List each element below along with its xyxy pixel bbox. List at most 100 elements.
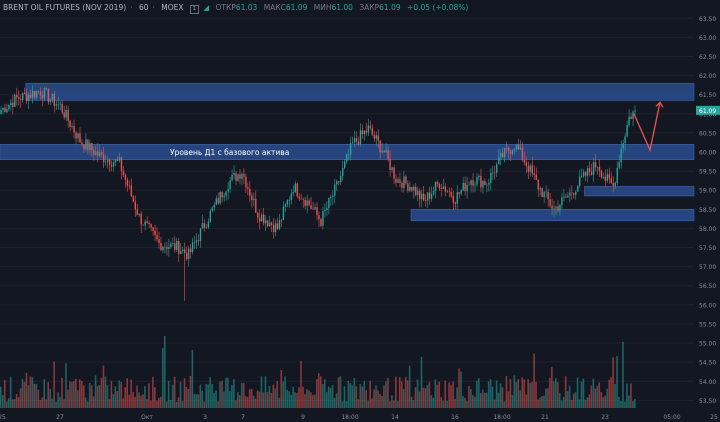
- candle-body: [553, 208, 555, 210]
- exchange-label: MOEX: [161, 3, 184, 12]
- candle-body: [65, 109, 67, 118]
- volume-bar: [7, 398, 10, 408]
- candle-body: [361, 130, 364, 135]
- candle-body: [513, 149, 516, 151]
- volume-bar: [343, 386, 346, 408]
- volume-bar: [37, 389, 40, 408]
- candle-body: [306, 200, 308, 206]
- candle-body: [33, 91, 36, 98]
- candle-body: [460, 189, 462, 194]
- candle-body: [166, 246, 168, 250]
- time-tick-label: 16: [451, 414, 459, 421]
- candle-body: [509, 151, 512, 154]
- volume-bar: [624, 401, 626, 408]
- volume-bar: [298, 387, 300, 408]
- volume-bar: [511, 394, 514, 408]
- candle-body: [330, 196, 332, 199]
- volume-bar: [420, 357, 423, 408]
- volume-bar: [381, 396, 383, 408]
- candle-body: [415, 186, 417, 196]
- price-tick-label: 56.50: [699, 283, 716, 290]
- volume-bar: [436, 384, 439, 408]
- candle-body: [452, 196, 454, 203]
- volume-bar: [242, 383, 245, 408]
- time-axis[interactable]: 25 27 Окт 3 7 9 18:00 14 16 18:00 21 23 05:00 25: [0, 414, 718, 421]
- candle-body: [77, 133, 79, 139]
- volume-bar: [282, 381, 285, 408]
- candle-body: [575, 191, 577, 195]
- candle-body: [379, 140, 381, 153]
- volume-bar: [523, 379, 525, 408]
- candle-body: [341, 167, 344, 176]
- candle-body: [480, 175, 482, 188]
- candle-body: [286, 200, 289, 205]
- volume-bar: [148, 383, 150, 408]
- candle-body: [106, 159, 109, 162]
- forecast-arrow: [633, 101, 664, 153]
- volume-bar: [39, 400, 42, 408]
- candle-body: [614, 182, 616, 186]
- candle-body: [579, 176, 581, 187]
- volume-bar: [159, 397, 162, 408]
- volume-bar: [195, 394, 198, 408]
- volume-bar: [27, 385, 30, 408]
- volume-bar: [13, 398, 16, 408]
- volume-bar: [515, 382, 518, 408]
- symbol-name[interactable]: BRENT OIL FUTURES (NOV 2019): [3, 3, 127, 12]
- time-tick-label: 23: [601, 414, 609, 421]
- price-axis[interactable]: 63.5063.0062.5062.0061.5061.0060.5060.00…: [696, 16, 720, 405]
- candle-body: [537, 179, 539, 190]
- volume-bar: [347, 380, 350, 408]
- candle-body: [632, 111, 634, 120]
- volume-bar: [175, 401, 178, 408]
- candle-body: [211, 207, 214, 211]
- candle-body: [492, 172, 494, 174]
- volume-bar: [79, 379, 81, 408]
- level-annotation[interactable]: Уровень Д1 с базового актива: [170, 148, 289, 157]
- volume-bar: [11, 399, 14, 408]
- volume-bar: [493, 399, 496, 408]
- volume-bar: [262, 392, 265, 408]
- candle-body: [498, 157, 500, 165]
- volume-bar: [349, 383, 352, 408]
- volume-bar: [442, 400, 445, 408]
- candle-body: [393, 167, 395, 179]
- price-tick-label: 56.00: [699, 302, 716, 309]
- volume-bar: [590, 385, 593, 408]
- volume-bar: [608, 379, 610, 408]
- volume-bar: [235, 400, 237, 408]
- candle-body: [253, 198, 255, 201]
- arrow-path: [633, 102, 661, 153]
- candle-body: [61, 103, 63, 113]
- close-label: ЗАКР: [359, 3, 380, 12]
- volume-bar: [440, 397, 443, 408]
- volume-bar: [361, 386, 364, 408]
- volume-bar: [158, 398, 160, 408]
- candle-body: [158, 239, 160, 243]
- candle-body: [527, 165, 530, 172]
- volume-bar: [446, 400, 448, 408]
- candle-body: [517, 144, 520, 150]
- volume-bar: [191, 350, 194, 408]
- interval-label[interactable]: 60: [138, 3, 149, 12]
- volume-bar: [233, 379, 235, 408]
- volume-bar: [177, 397, 180, 408]
- time-tick-label: 7: [241, 414, 245, 421]
- volume-bar: [163, 336, 166, 408]
- volume-bar: [410, 396, 413, 408]
- candle-body: [207, 221, 210, 228]
- candle-body: [549, 199, 551, 206]
- volume-bar: [487, 381, 490, 408]
- candle-body: [563, 196, 565, 198]
- current-price-label: 61.09: [699, 108, 716, 115]
- candle-body: [545, 191, 547, 193]
- volume-bar: [479, 393, 482, 408]
- volume-bar: [398, 377, 401, 408]
- level-zone: [25, 82, 695, 101]
- volume-bar: [47, 382, 49, 408]
- hide-icon[interactable]: 1: [189, 5, 199, 14]
- candle-body: [282, 206, 285, 221]
- volume-bar: [9, 376, 12, 408]
